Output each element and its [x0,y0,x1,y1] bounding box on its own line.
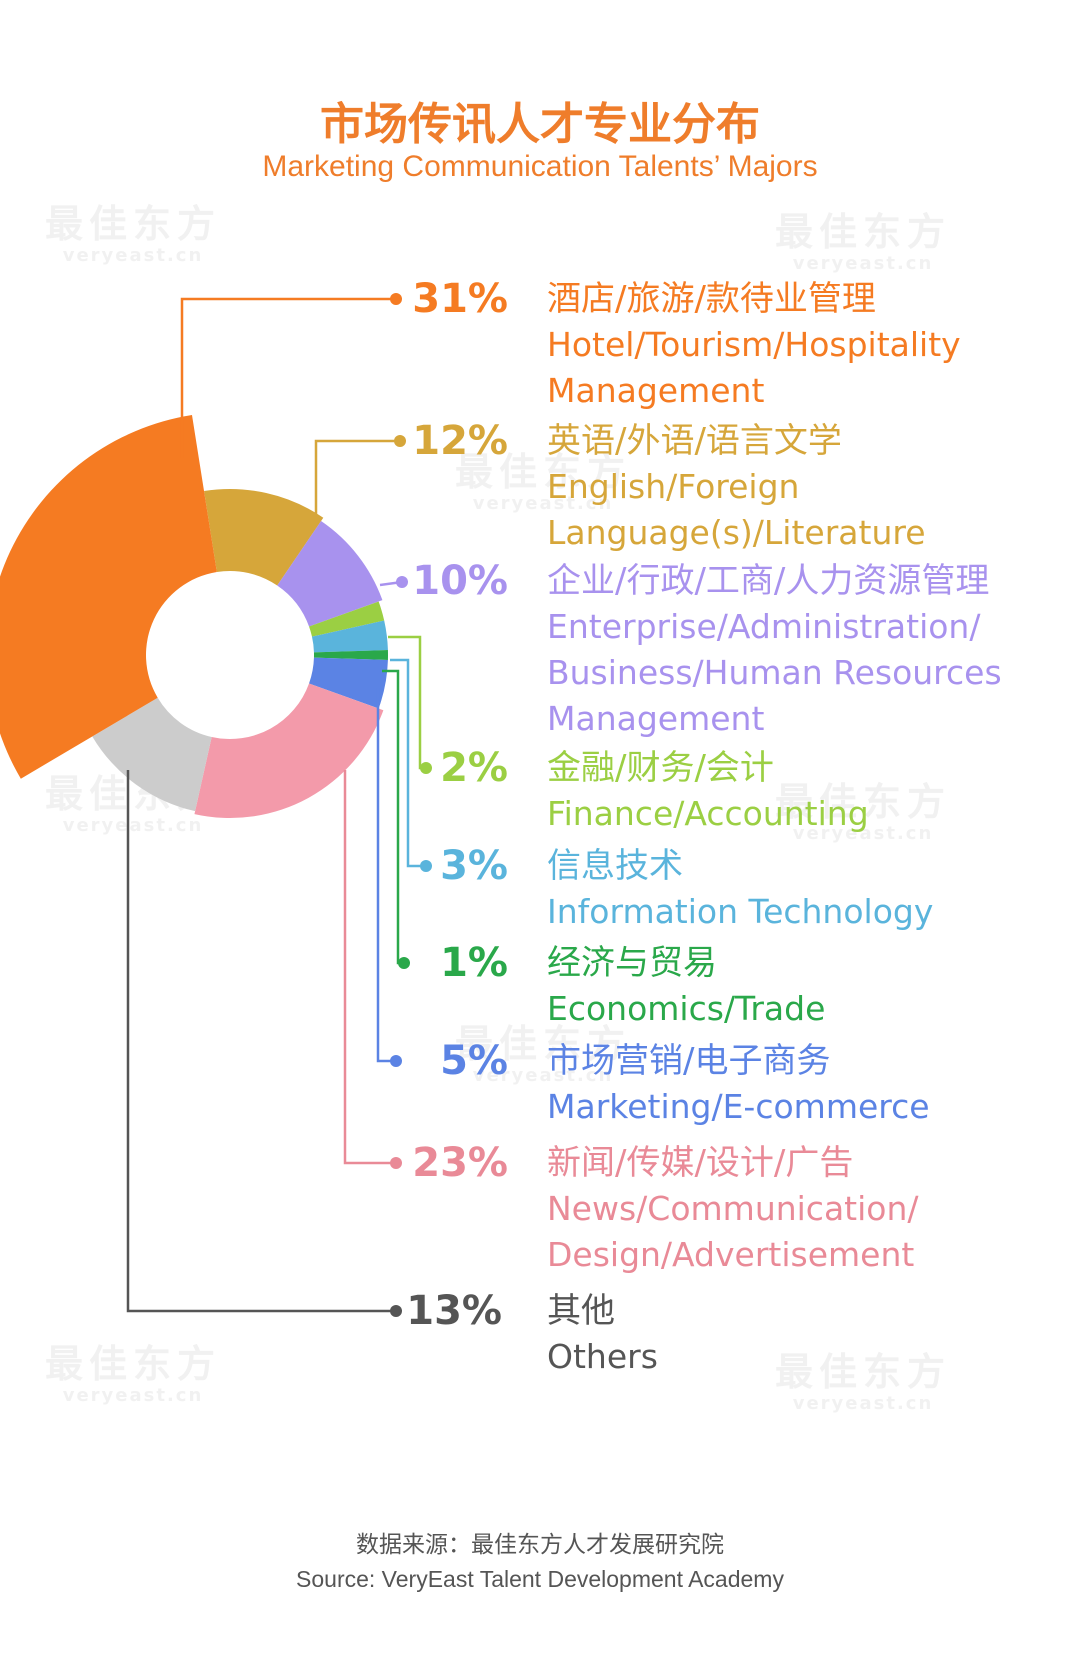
category-name-cn: 经济与贸易 [547,943,717,983]
leader-line [126,770,396,1313]
pie-slice [92,697,212,812]
slice-category-label: 经济与贸易 Economics/Trade [547,940,1067,1032]
leader-line [382,669,404,965]
category-name-en: Management [547,371,765,410]
pie-slice [0,414,217,779]
leader-line [390,658,426,868]
leader-dot [390,293,402,305]
slice-percent-label: 2% [440,745,508,791]
category-name-cn: 金融/财务/会计 [547,748,774,788]
source-note-cn: 数据来源：最佳东方人才发展研究院 [356,1532,724,1558]
category-name-cn: 企业/行政/工商/人力资源管理 [547,561,990,601]
category-name-cn: 其他 [547,1291,615,1331]
category-name-en: Management [547,699,765,738]
category-name-en: Design/Advertisement [547,1235,915,1274]
category-name-en: Economics/Trade [547,989,826,1028]
category-name-en: Information Technology [547,892,934,931]
leader-line [180,297,396,458]
leader-dot [398,957,410,969]
category-name-en: Enterprise/Administration/ [547,607,981,646]
slice-category-label: 市场营销/电子商务 Marketing/E-commerce [547,1038,1067,1130]
pie-slice [313,650,388,660]
category-name-en: Business/Human Resources [547,653,1002,692]
chart-subtitle: Marketing Communication Talents’ Majors [262,150,818,183]
category-name-en: News/Communication/ [547,1189,919,1228]
leader-line [376,688,396,1063]
leader-dot [420,860,432,872]
chart-title: 市场传讯人才专业分布 [320,99,760,150]
pie-slice [311,620,388,653]
leader-dot [390,1157,402,1169]
pie-slice [204,489,324,586]
slice-percent-label: 5% [440,1038,508,1084]
category-name-en: Others [547,1337,658,1376]
leader-dot [396,576,408,588]
category-name-en: Hotel/Tourism/Hospitality [547,325,961,364]
category-name-en: Finance/Accounting [547,794,869,833]
pie-slice [277,521,383,627]
leader-dot [394,435,406,447]
category-name-en: English/Foreign [547,467,800,506]
slice-percent-label: 12% [412,418,508,464]
slice-percent-label: 23% [412,1140,508,1186]
category-name-cn: 信息技术 [547,846,683,886]
slice-category-label: 其他 Others [547,1288,1067,1380]
slice-percent-label: 3% [440,843,508,889]
category-name-cn: 新闻/传媒/设计/广告 [547,1143,854,1183]
leader-dot [390,1305,402,1317]
slice-percent-label: 10% [412,558,508,604]
slice-category-label: 酒店/旅游/款待业管理 Hotel/Tourism/Hospitality Mana… [547,276,1067,414]
slice-percent-label: 31% [412,276,508,322]
slice-category-label: 新闻/传媒/设计/广告 News/Communication/Design/Adv… [547,1140,1067,1278]
category-name-cn: 英语/外语/语言文学 [547,421,842,461]
slice-percent-label: 1% [440,940,508,986]
category-name-en: Language(s)/Literature [547,513,926,552]
leader-line [314,439,400,517]
leader-dot [420,762,432,774]
category-name-en: Marketing/E-commerce [547,1087,930,1126]
category-name-cn: 酒店/旅游/款待业管理 [547,279,876,319]
slice-category-label: 企业/行政/工商/人力资源管理 Enterprise/Administration… [547,558,1067,742]
pie-slice [309,601,385,637]
slice-percent-label: 13% [406,1288,502,1334]
category-name-cn: 市场营销/电子商务 [547,1041,831,1081]
pie-slice [309,657,388,709]
leader-dot [390,1055,402,1067]
leader-line [343,770,396,1165]
slice-category-label: 金融/财务/会计 Finance/Accounting [547,745,1067,837]
source-note-en: Source: VeryEast Talent Development Acad… [296,1566,784,1592]
pie-slice [194,683,384,818]
slice-category-label: 英语/外语/语言文学 English/Foreign Language(s)/Lit… [547,418,1067,556]
slice-category-label: 信息技术 Information Technology [547,843,1067,935]
